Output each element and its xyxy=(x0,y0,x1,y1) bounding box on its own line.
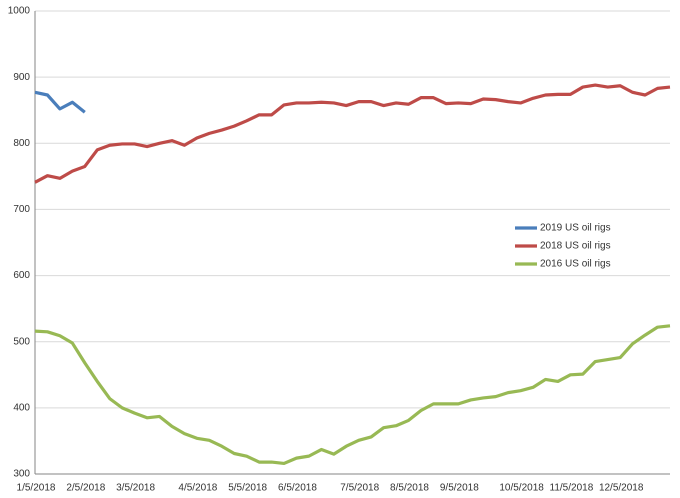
legend-label: 2018 US oil rigs xyxy=(540,241,611,252)
x-tick-label: 10/5/2018 xyxy=(499,483,544,494)
series-line xyxy=(34,83,671,184)
x-tick-label: 12/5/2018 xyxy=(599,483,644,494)
x-tick-label: 4/5/2018 xyxy=(178,483,217,494)
series-line xyxy=(34,90,86,114)
y-tick-label: 300 xyxy=(13,469,30,480)
y-tick-label: 700 xyxy=(13,204,30,215)
x-tick-label: 11/5/2018 xyxy=(550,483,594,494)
x-tick-label: 8/5/2018 xyxy=(390,483,429,494)
y-tick-label: 400 xyxy=(13,402,30,413)
x-tick-label: 9/5/2018 xyxy=(440,483,479,494)
x-tick-label: 6/5/2018 xyxy=(278,483,317,494)
legend-label: 2019 US oil rigs xyxy=(540,223,611,234)
series-line xyxy=(34,324,671,466)
y-tick-label: 900 xyxy=(13,72,30,83)
y-tick-label: 600 xyxy=(13,270,30,281)
x-tick-label: 3/5/2018 xyxy=(116,483,155,494)
y-tick-label: 800 xyxy=(13,138,30,149)
y-tick-label: 1000 xyxy=(8,6,31,17)
y-tick-label: 500 xyxy=(13,336,30,347)
x-tick-label: 1/5/2018 xyxy=(17,483,56,494)
x-tick-label: 7/5/2018 xyxy=(340,483,379,494)
x-tick-label: 5/5/2018 xyxy=(228,483,267,494)
x-tick-label: 2/5/2018 xyxy=(66,483,105,494)
legend-label: 2016 US oil rigs xyxy=(540,259,611,270)
